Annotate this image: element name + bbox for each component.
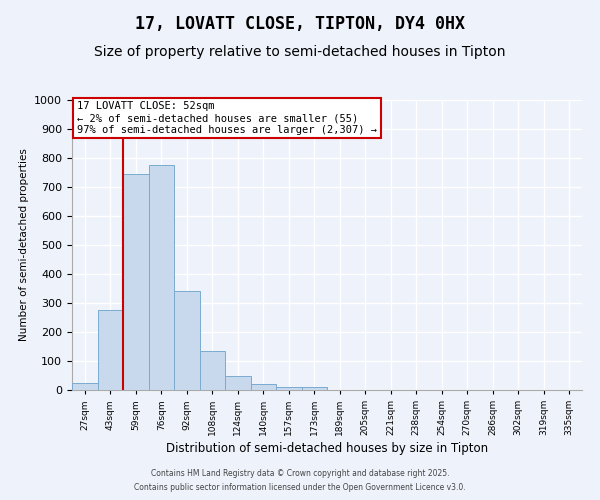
Bar — [174, 292, 199, 390]
X-axis label: Distribution of semi-detached houses by size in Tipton: Distribution of semi-detached houses by … — [166, 442, 488, 456]
Bar — [97, 310, 123, 390]
Y-axis label: Number of semi-detached properties: Number of semi-detached properties — [19, 148, 29, 342]
Text: 17, LOVATT CLOSE, TIPTON, DY4 0HX: 17, LOVATT CLOSE, TIPTON, DY4 0HX — [135, 15, 465, 33]
Bar — [72, 383, 97, 390]
Bar — [149, 166, 174, 390]
Text: 17 LOVATT CLOSE: 52sqm
← 2% of semi-detached houses are smaller (55)
97% of semi: 17 LOVATT CLOSE: 52sqm ← 2% of semi-deta… — [77, 102, 377, 134]
Bar — [276, 387, 302, 390]
Text: Contains HM Land Registry data © Crown copyright and database right 2025.: Contains HM Land Registry data © Crown c… — [151, 468, 449, 477]
Text: Contains public sector information licensed under the Open Government Licence v3: Contains public sector information licen… — [134, 484, 466, 492]
Bar — [123, 174, 149, 390]
Bar — [199, 351, 225, 390]
Text: Size of property relative to semi-detached houses in Tipton: Size of property relative to semi-detach… — [94, 45, 506, 59]
Bar — [225, 376, 251, 390]
Bar — [251, 384, 276, 390]
Bar — [302, 387, 327, 390]
